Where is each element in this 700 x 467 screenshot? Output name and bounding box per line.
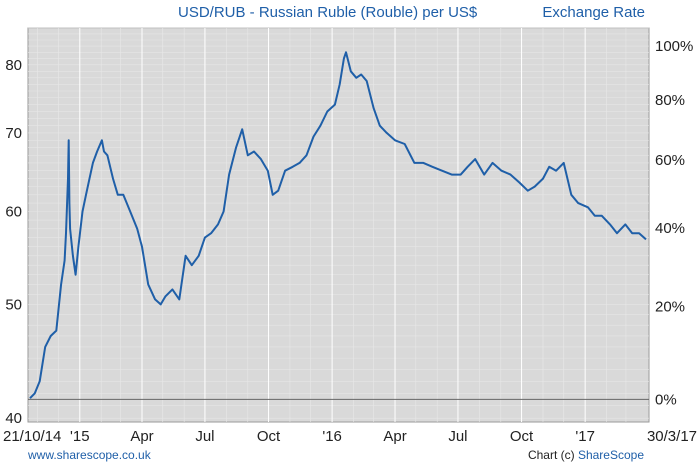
y-right-tick-label: 60% xyxy=(655,152,685,169)
horizontal-gridlines xyxy=(28,27,649,419)
vertical-gridlines xyxy=(37,28,627,422)
y-tick-label: 60 xyxy=(5,203,22,220)
chart-type-label: Exchange Rate xyxy=(542,4,645,21)
x-tick-label: Oct xyxy=(510,428,534,445)
x-tick-label: Apr xyxy=(383,428,406,445)
x-tick-label: Oct xyxy=(257,428,281,445)
y-tick-label: 70 xyxy=(5,125,22,142)
y-tick-label: 40 xyxy=(5,410,22,427)
sharescope-url-link[interactable]: www.sharescope.co.uk xyxy=(28,448,151,462)
y-right-tick-label: 40% xyxy=(655,220,685,237)
y-right-tick-label: 0% xyxy=(655,391,677,408)
x-axis-labels: 21/10/14 '15 Apr Jul Oct '16 Apr Jul Oct '17 30/3/… xyxy=(3,428,697,445)
x-tick-label: '15 xyxy=(70,428,90,445)
x-tick-label: '16 xyxy=(322,428,342,445)
series-line xyxy=(29,51,647,399)
y-right-tick-label: 80% xyxy=(655,92,685,109)
y-tick-label: 50 xyxy=(5,296,22,313)
chart-credit: Chart (c) ShareScope xyxy=(528,448,644,462)
x-tick-label: 21/10/14 xyxy=(3,428,61,445)
sharescope-brand: ShareScope xyxy=(577,448,644,462)
x-tick-label: 30/3/17 xyxy=(647,428,697,445)
y-axis-left-labels: 40 50 60 70 80 xyxy=(5,57,22,427)
x-tick-label: Jul xyxy=(448,428,467,445)
y-tick-label: 80 xyxy=(5,57,22,74)
chart-credit-prefix: Chart (c) xyxy=(527,448,578,462)
chart-title: USD/RUB - Russian Ruble (Rouble) per US$ xyxy=(178,4,478,21)
y-right-tick-label: 100% xyxy=(655,38,693,55)
y-axis-right-labels: 0% 20% 40% 60% 80% 100% xyxy=(655,38,693,408)
x-tick-label: Apr xyxy=(130,428,153,445)
x-tick-label: Jul xyxy=(195,428,214,445)
y-right-tick-label: 20% xyxy=(655,298,685,315)
x-tick-label: '17 xyxy=(575,428,595,445)
